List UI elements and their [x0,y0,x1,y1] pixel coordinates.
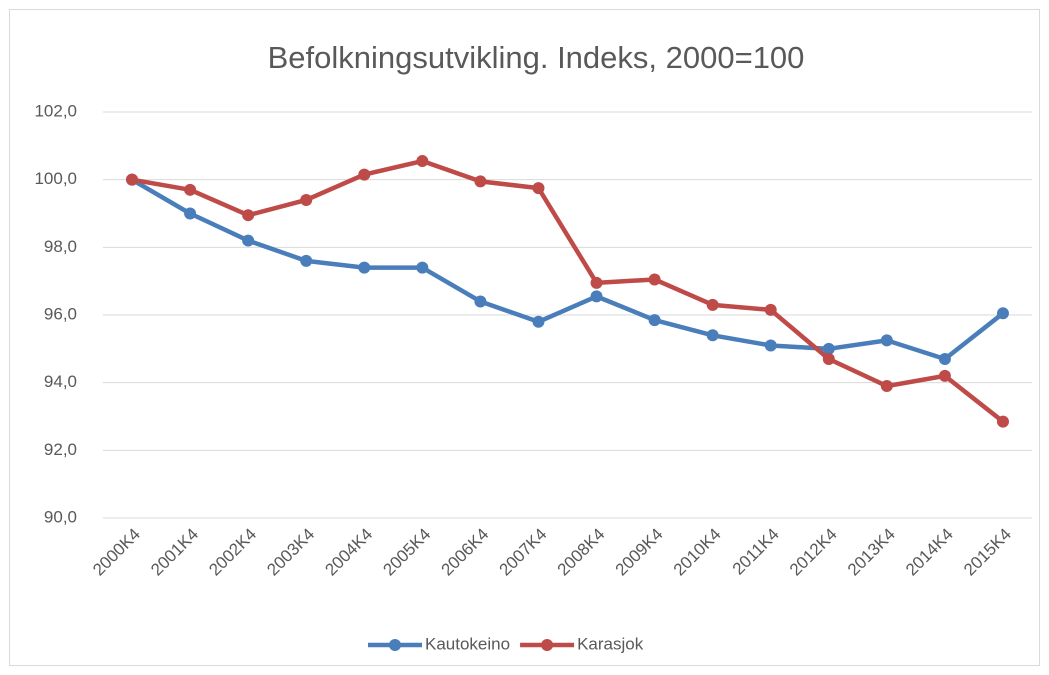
y-tick-label: 102,0 [34,101,77,120]
y-tick-label: 92,0 [44,440,77,459]
y-tick-label: 94,0 [44,372,77,391]
series-line [131,158,1005,424]
data-point [590,290,603,303]
data-point [184,207,197,220]
data-point [706,298,719,311]
data-point [822,352,835,365]
data-point [996,415,1009,428]
legend-label: Kautokeino [425,634,510,653]
chart-title: Befolkningsutvikling. Indeks, 2000=100 [268,40,805,75]
data-point [706,329,719,342]
data-point [822,342,835,355]
data-point [358,261,371,274]
data-point [532,182,545,195]
data-point [184,183,197,196]
data-point [764,339,777,352]
data-point [474,295,487,308]
y-tick-label: 90,0 [44,507,77,526]
data-point [416,261,429,274]
data-point [358,168,371,181]
data-point [416,155,429,168]
legend-marker [389,639,401,651]
data-point [648,314,661,327]
data-point [532,315,545,328]
data-point [300,254,313,267]
data-point [996,307,1009,320]
data-point [242,234,255,247]
data-point [880,334,893,347]
data-point [126,173,139,186]
data-point [880,380,893,393]
data-point [590,276,603,289]
data-point [648,273,661,286]
y-tick-label: 96,0 [44,304,77,323]
data-point [242,209,255,222]
legend-label: Karasjok [577,634,644,653]
legend-marker [541,639,554,651]
data-point [938,369,951,382]
data-point [764,303,777,316]
data-point [300,193,313,206]
chart-border [9,9,1040,666]
y-tick-label: 98,0 [44,237,77,256]
data-point [938,352,951,365]
series-line [130,177,1005,362]
y-tick-label: 100,0 [34,169,77,188]
data-point [474,175,487,188]
